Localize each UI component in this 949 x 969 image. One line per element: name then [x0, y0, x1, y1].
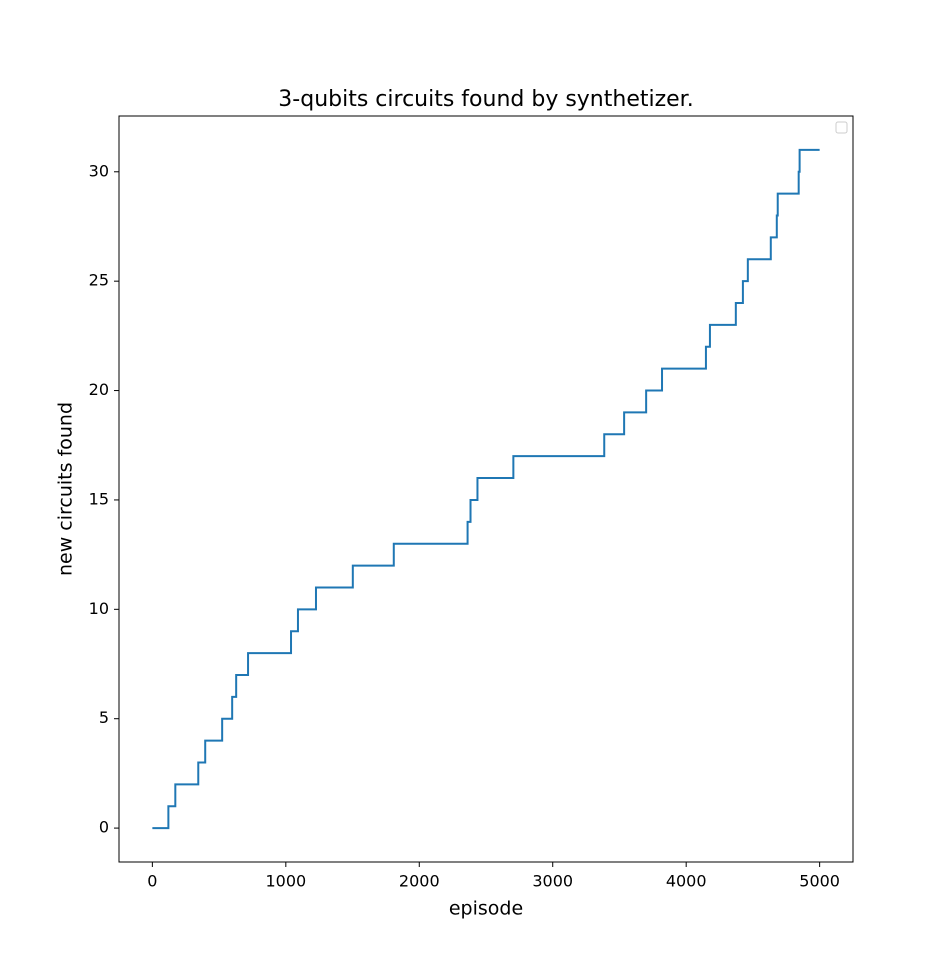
x-tick-label: 1000 [265, 872, 306, 891]
legend-box [835, 121, 848, 134]
y-tick-label: 30 [89, 161, 109, 180]
line [152, 148, 820, 830]
y-tick-label: 15 [89, 489, 109, 508]
x-tick-label: 5000 [799, 872, 840, 891]
plot-frame [118, 115, 854, 863]
x-tick-label: 4000 [666, 872, 707, 891]
x-tick-label: 0 [147, 872, 157, 891]
y-tick-label: 20 [89, 380, 109, 399]
y-tick-label: 25 [89, 271, 109, 290]
y-axis-label: new circuits found [55, 402, 77, 576]
x-tick-label: 3000 [532, 872, 573, 891]
x-tick-label: 2000 [399, 872, 440, 891]
chart-title: 3-qubits circuits found by synthetizer. [278, 87, 693, 112]
y-tick-label: 10 [89, 599, 109, 618]
x-axis-label: episode [449, 898, 523, 920]
y-tick-label: 5 [99, 708, 109, 727]
y-tick-label: 0 [99, 818, 109, 837]
